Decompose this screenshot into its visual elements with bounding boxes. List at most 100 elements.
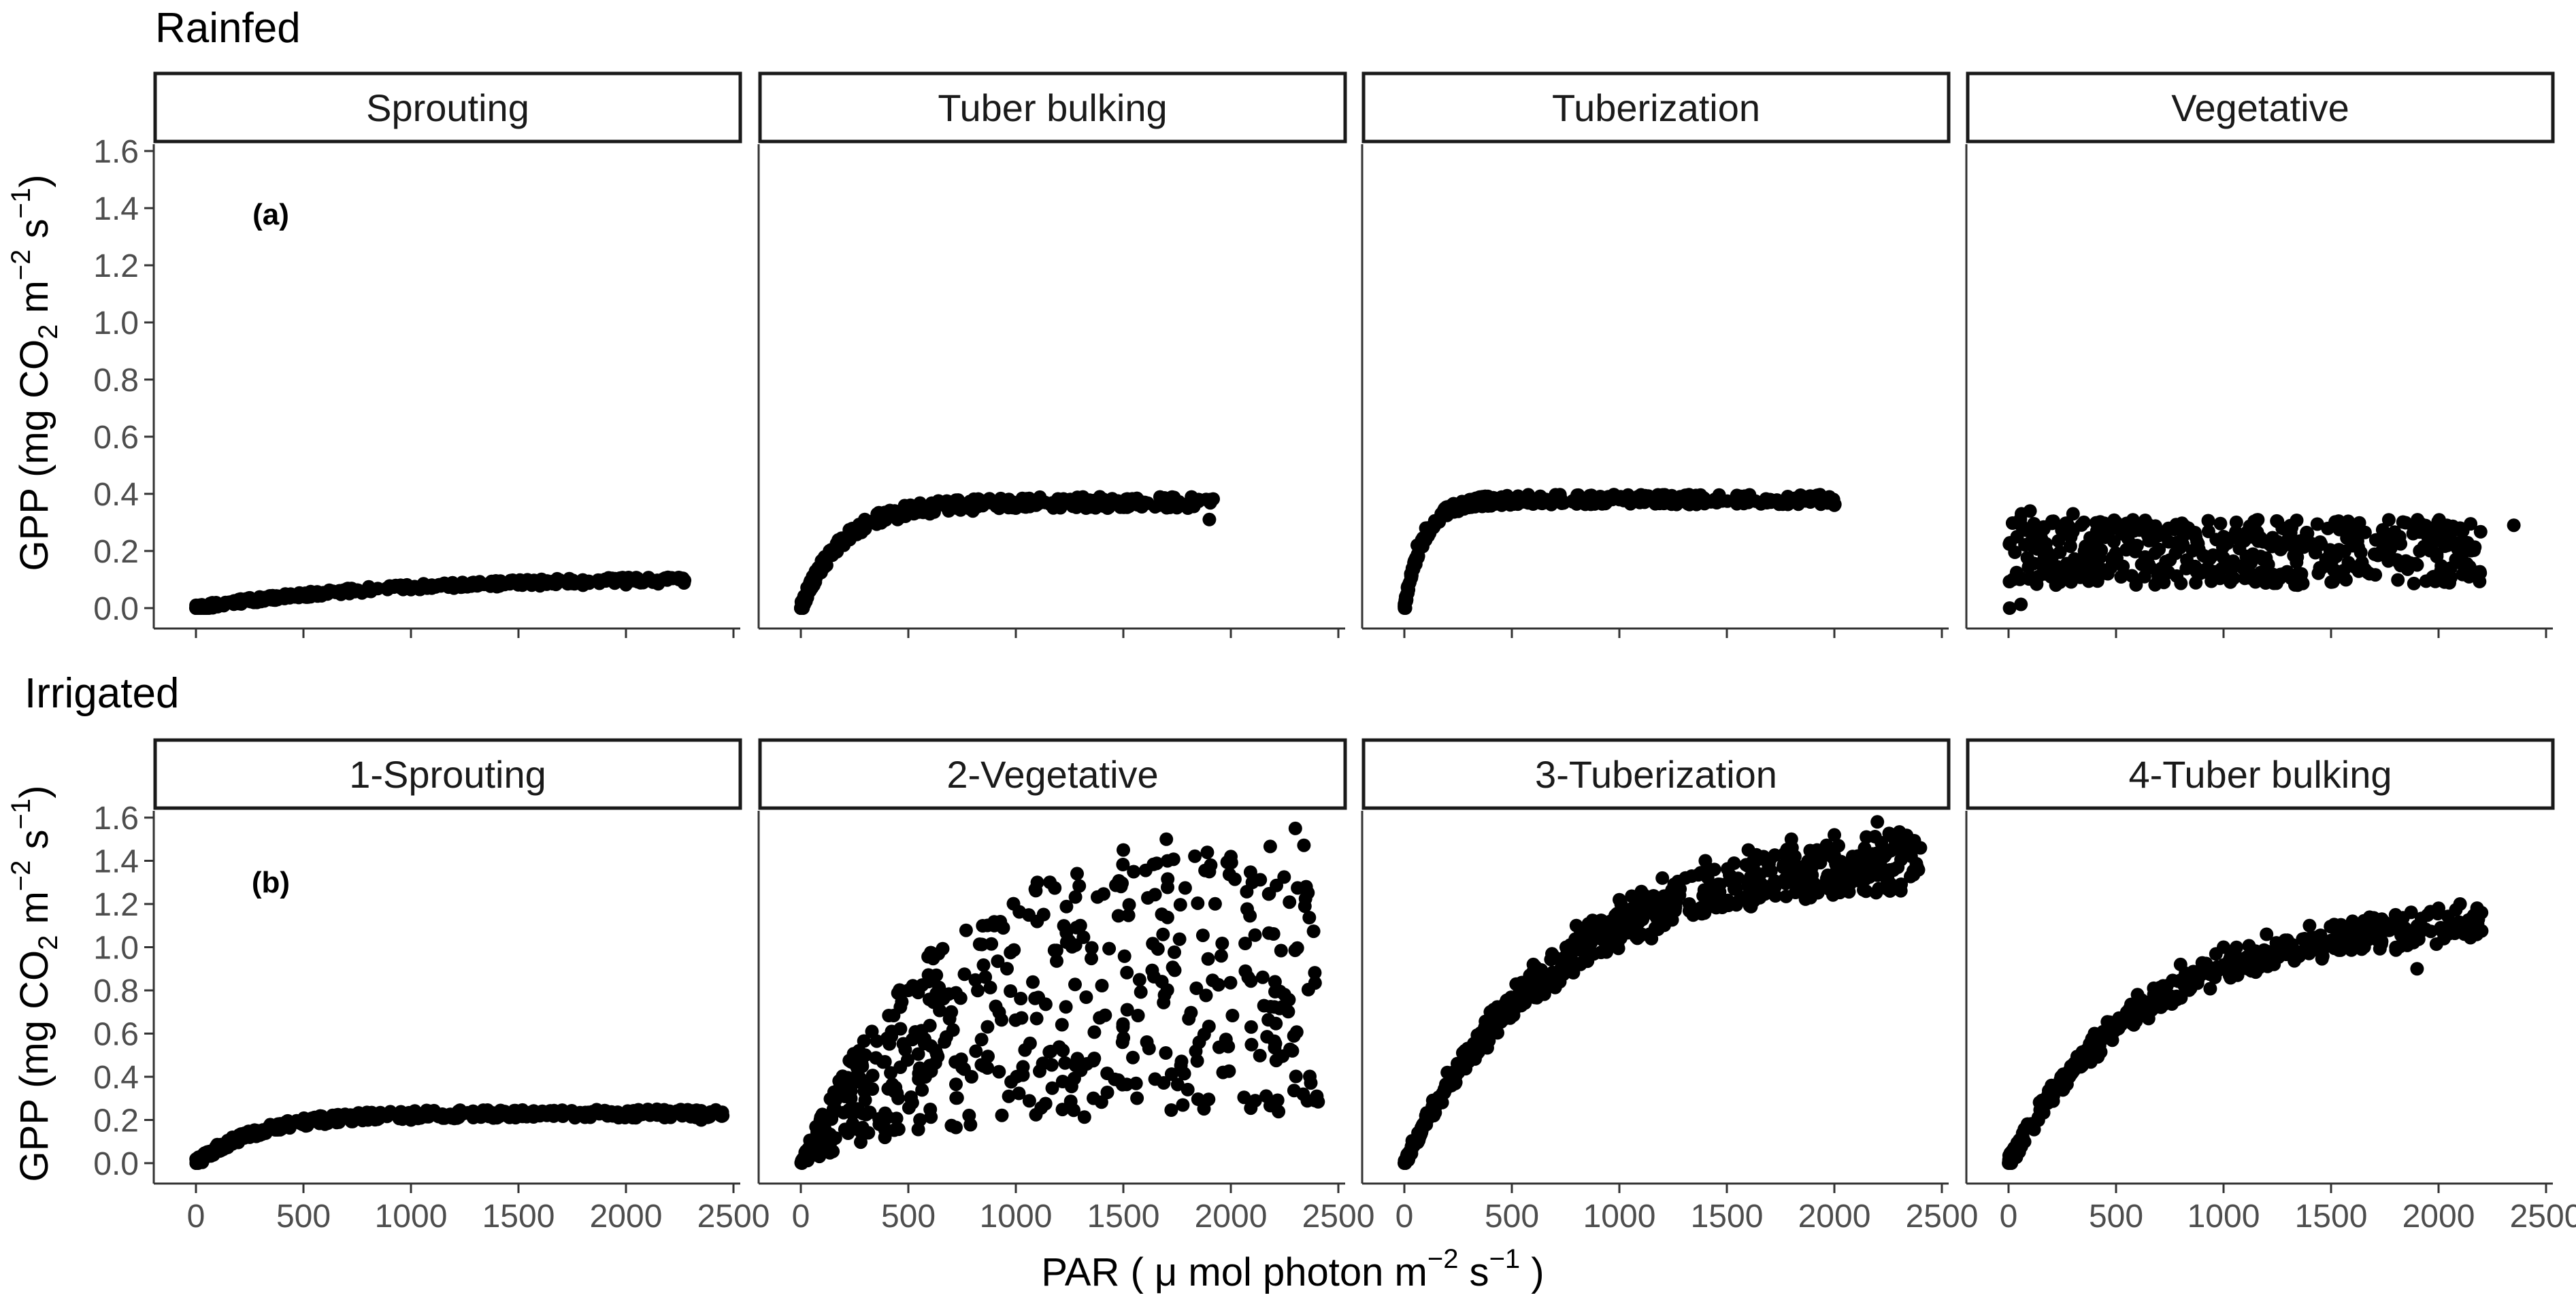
data-point <box>1000 962 1014 976</box>
data-point <box>2253 565 2268 580</box>
data-point <box>1058 1056 1072 1070</box>
data-point <box>2185 543 2200 558</box>
data-point <box>1191 896 1205 910</box>
y-tick-label: 0.8 <box>93 973 139 1009</box>
data-point <box>1409 1132 1423 1146</box>
data-point <box>1868 830 1882 843</box>
data-point <box>1202 512 1217 526</box>
data-point <box>2009 565 2024 580</box>
data-point <box>2203 982 2217 996</box>
data-point <box>1199 988 1213 1003</box>
data-point <box>2126 538 2141 552</box>
data-point <box>1126 1050 1140 1065</box>
data-point <box>1625 889 1639 903</box>
data-point <box>2302 918 2317 933</box>
data-point <box>1267 1034 1281 1048</box>
data-point <box>1746 867 1760 881</box>
data-point <box>2160 979 2174 993</box>
data-point <box>2146 996 2160 1010</box>
data-point <box>473 575 486 589</box>
data-point <box>1184 1005 1198 1020</box>
data-point <box>1157 988 1172 1002</box>
data-point <box>1734 890 1748 904</box>
data-point <box>873 514 887 529</box>
data-point <box>846 1117 860 1131</box>
data-point <box>2014 597 2028 612</box>
data-point <box>203 597 217 611</box>
data-point <box>1029 1011 1044 1026</box>
data-point <box>2237 534 2251 548</box>
data-point <box>1587 497 1602 511</box>
data-point <box>1087 1025 1102 1039</box>
data-point <box>1308 1093 1322 1107</box>
data-point <box>1211 977 1225 992</box>
data-point <box>355 586 369 600</box>
data-point <box>2338 544 2351 558</box>
data-point <box>489 577 503 592</box>
data-point <box>1214 949 1228 963</box>
x-tick-label: 1500 <box>482 1199 555 1235</box>
data-point <box>2467 543 2481 557</box>
data-point <box>409 1109 423 1123</box>
data-point <box>2327 918 2341 932</box>
y-tick-label: 0.0 <box>93 591 139 627</box>
data-point <box>2094 543 2109 557</box>
data-point <box>2393 939 2407 954</box>
x-tick-label: 2500 <box>2510 1199 2576 1235</box>
data-point <box>1781 873 1796 888</box>
x-axis-title: PAR ( μ mol photon m−2 s−1 ) <box>1041 1244 1544 1294</box>
data-point <box>831 1085 844 1099</box>
data-point <box>1222 1064 1236 1078</box>
data-point <box>2129 577 2143 592</box>
x-tick-label: 2000 <box>1195 1199 1268 1235</box>
data-point <box>2407 576 2421 590</box>
data-point <box>1212 1040 1226 1054</box>
data-point <box>1630 931 1645 945</box>
data-point <box>2229 515 2243 529</box>
data-point <box>427 1107 442 1122</box>
data-point <box>1161 872 1175 886</box>
data-point <box>1665 905 1679 920</box>
data-point <box>1087 1052 1102 1065</box>
data-point <box>503 1108 517 1122</box>
data-point <box>672 571 686 584</box>
data-point <box>844 1091 858 1105</box>
data-point <box>975 937 989 952</box>
data-point <box>1244 1020 1258 1034</box>
irrigated-group: Irrigated 0.0 0.2 0.4 0.6 0.8 1.0 1.2 1.4 1.6 GPP … <box>6 670 2576 1294</box>
data-point <box>1693 490 1707 504</box>
data-point <box>995 1013 1008 1027</box>
data-point <box>1215 937 1229 950</box>
data-point <box>2165 997 2179 1011</box>
data-point <box>1768 848 1782 863</box>
data-point <box>248 1123 262 1137</box>
x-tick-label: 500 <box>276 1199 331 1235</box>
data-point <box>1504 1006 1518 1020</box>
x-tick-label: 1000 <box>980 1199 1053 1235</box>
data-point <box>2352 516 2366 530</box>
data-point <box>2023 504 2037 518</box>
data-point <box>1291 881 1305 895</box>
data-point <box>1055 1075 1070 1088</box>
data-point <box>2280 565 2294 579</box>
panel-label: (b) <box>252 866 290 899</box>
y-tick-label: 0.6 <box>93 420 139 456</box>
data-point <box>906 979 920 993</box>
data-point <box>911 1047 925 1061</box>
data-point <box>859 1107 873 1122</box>
facet-3-tuberization: 3-Tuberization 0 500 1000 1500 2000 2500 <box>1361 738 1978 1235</box>
data-point <box>2290 555 2304 569</box>
data-point <box>1528 990 1542 1005</box>
data-point <box>858 512 872 526</box>
data-point <box>1038 495 1053 509</box>
data-point <box>450 1108 464 1122</box>
data-point <box>1727 856 1741 870</box>
data-point <box>2260 927 2274 941</box>
data-point <box>996 921 1010 935</box>
x-tick-label: 2000 <box>590 1199 663 1235</box>
data-point <box>1792 877 1806 892</box>
facet-strip-label: 4-Tuber bulking <box>2128 753 2392 796</box>
data-point <box>1022 491 1036 505</box>
data-point <box>1264 1000 1278 1014</box>
